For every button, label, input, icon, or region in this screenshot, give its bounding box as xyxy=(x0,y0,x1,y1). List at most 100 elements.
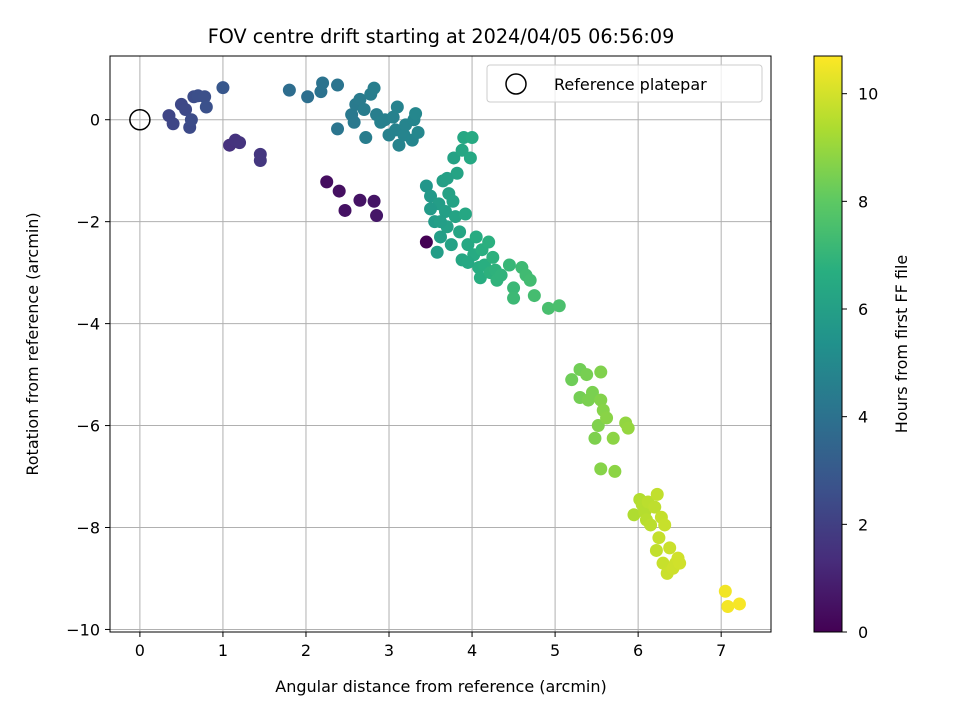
y-axis-ticks: 0 −2 −4 −6 −8 −10 xyxy=(66,111,110,639)
data-point xyxy=(541,301,555,315)
data-point xyxy=(446,194,460,208)
data-point xyxy=(440,171,454,185)
chart-title: FOV centre drift starting at 2024/04/05 … xyxy=(208,25,675,48)
data-point xyxy=(469,230,483,244)
data-point xyxy=(663,541,677,555)
y-tick-label: −2 xyxy=(76,213,100,232)
data-point xyxy=(455,143,469,157)
data-point xyxy=(370,209,384,223)
data-point xyxy=(390,100,404,114)
data-point xyxy=(621,421,635,435)
data-point xyxy=(658,518,672,532)
data-point xyxy=(644,518,658,532)
data-point xyxy=(732,597,746,611)
data-point xyxy=(430,245,444,259)
data-point xyxy=(331,78,345,92)
y-tick-label: 0 xyxy=(90,111,100,130)
reference-marker-layer xyxy=(129,108,151,131)
data-point xyxy=(386,110,400,124)
data-point xyxy=(552,299,566,313)
x-tick-label: 7 xyxy=(716,641,726,660)
data-point xyxy=(580,368,594,382)
data-point xyxy=(588,431,602,445)
y-tick-label: −10 xyxy=(66,620,100,639)
data-point xyxy=(502,258,516,272)
data-point xyxy=(527,289,541,303)
data-point xyxy=(166,117,180,131)
data-point xyxy=(465,131,479,145)
data-point xyxy=(198,90,212,104)
data-point xyxy=(447,151,461,165)
data-point xyxy=(721,600,735,614)
data-point xyxy=(367,194,381,208)
data-point xyxy=(424,189,438,203)
colorbar-tick-label: 6 xyxy=(858,300,868,319)
data-point xyxy=(338,203,352,217)
data-point xyxy=(656,556,670,570)
data-point xyxy=(184,113,198,127)
y-tick-label: −4 xyxy=(76,315,100,334)
colorbar: 0 2 4 6 8 10 Hours from first FF file xyxy=(813,55,911,642)
data-point xyxy=(411,125,425,139)
data-point xyxy=(594,462,608,476)
data-point xyxy=(392,138,406,152)
colorbar-tick-label: 2 xyxy=(858,515,868,534)
data-point xyxy=(494,268,508,282)
legend: Reference platepar xyxy=(486,64,763,103)
x-axis-label: Angular distance from reference (arcmin) xyxy=(275,677,606,696)
y-axis-label: Rotation from reference (arcmin) xyxy=(23,212,42,475)
data-point xyxy=(652,531,666,545)
data-point xyxy=(591,419,605,433)
data-point xyxy=(332,184,346,198)
colorbar-tick-label: 8 xyxy=(858,192,868,211)
data-point xyxy=(594,365,608,379)
data-point xyxy=(438,204,452,218)
data-point xyxy=(594,393,608,407)
x-tick-label: 5 xyxy=(550,641,560,660)
data-point xyxy=(608,464,622,478)
data-point xyxy=(331,122,345,136)
data-point xyxy=(473,271,487,285)
data-point xyxy=(649,543,663,557)
data-point xyxy=(419,235,433,249)
plot-frame xyxy=(109,55,772,633)
data-point xyxy=(463,151,477,165)
colorbar-tick-label: 0 xyxy=(858,623,868,642)
data-point xyxy=(461,255,475,269)
legend-box xyxy=(486,64,763,103)
x-tick-label: 4 xyxy=(467,641,477,660)
data-point xyxy=(199,100,213,114)
data-point xyxy=(357,103,371,117)
data-point xyxy=(565,373,579,387)
data-point xyxy=(650,487,664,501)
data-point xyxy=(347,115,361,129)
data-point xyxy=(253,153,267,167)
data-point xyxy=(718,584,732,598)
data-point xyxy=(424,202,438,216)
data-point xyxy=(585,385,599,399)
x-tick-label: 2 xyxy=(301,641,311,660)
data-point xyxy=(353,92,367,106)
x-tick-label: 1 xyxy=(218,641,228,660)
data-point xyxy=(320,175,334,189)
x-tick-label: 0 xyxy=(135,641,145,660)
data-point xyxy=(606,431,620,445)
data-points xyxy=(162,76,746,614)
x-tick-label: 6 xyxy=(633,641,643,660)
data-point xyxy=(359,131,373,145)
data-point xyxy=(627,508,641,522)
colorbar-tick-label: 10 xyxy=(858,85,878,104)
colorbar-ticks: 0 2 4 6 8 10 xyxy=(842,85,878,642)
data-point xyxy=(316,76,330,90)
x-tick-label: 3 xyxy=(384,641,394,660)
data-point xyxy=(523,273,537,287)
data-point xyxy=(179,103,193,117)
data-point xyxy=(673,556,687,570)
data-point xyxy=(301,90,315,104)
reference-platepar-marker xyxy=(129,108,151,131)
data-point xyxy=(434,215,447,229)
legend-entry-reference: Reference platepar xyxy=(554,75,707,94)
colorbar-gradient xyxy=(813,55,843,633)
colorbar-tick-label: 4 xyxy=(858,408,868,427)
